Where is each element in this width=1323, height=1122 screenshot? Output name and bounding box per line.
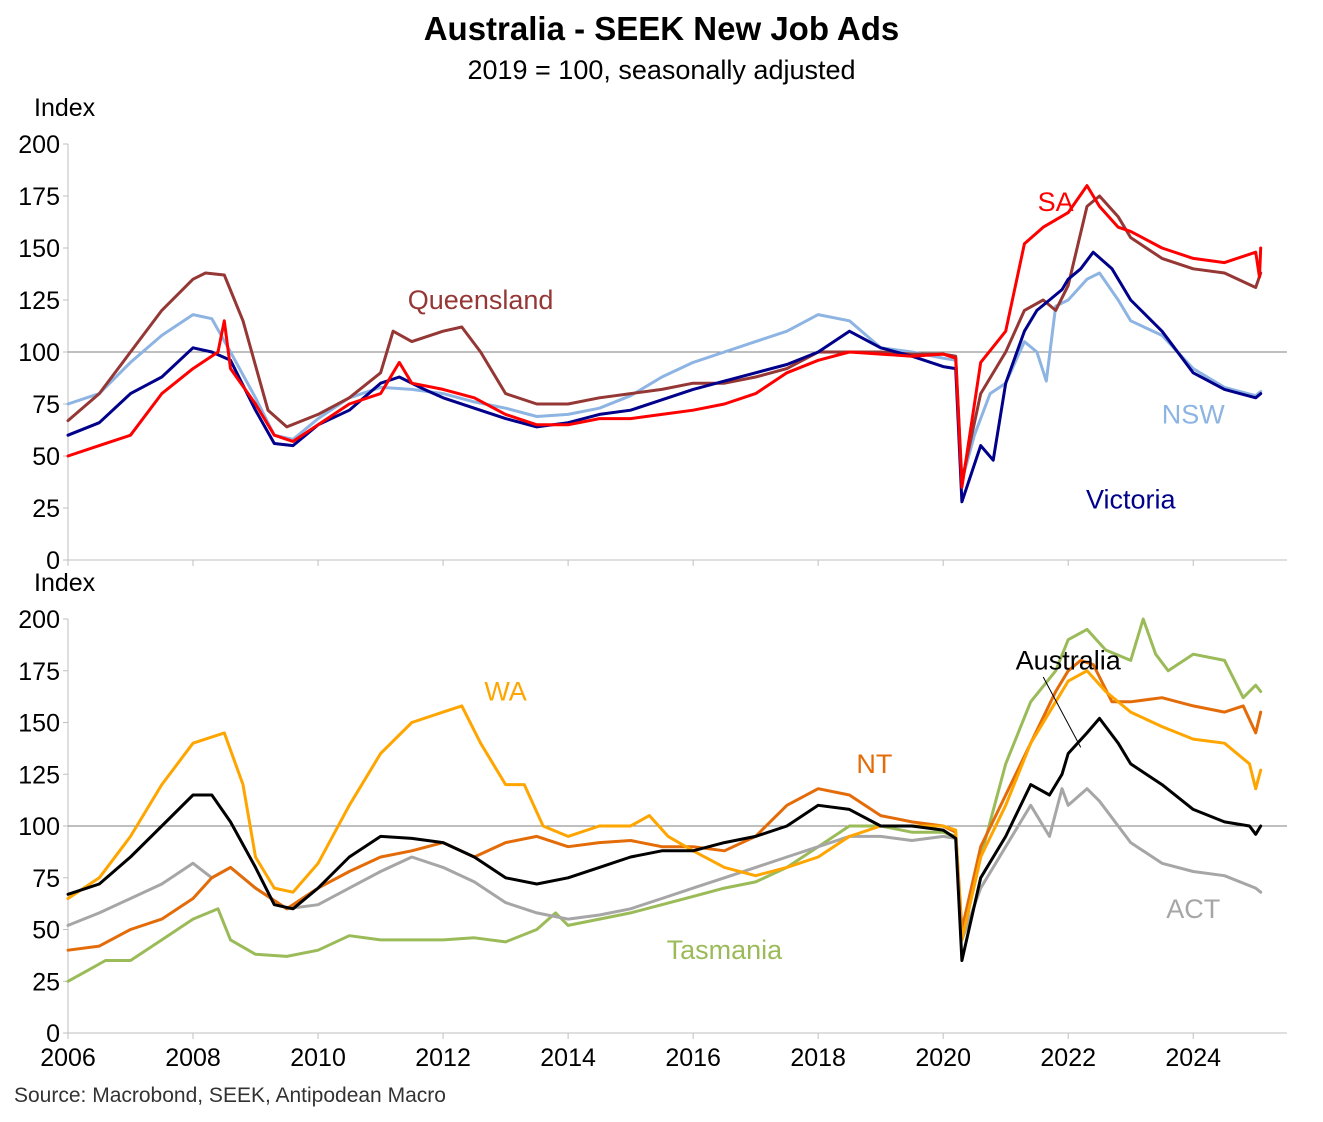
y-tick-label: 75 [32,391,60,419]
y-tick-label: 50 [32,917,60,945]
x-tick-label: 2008 [165,1044,221,1072]
x-tick-label: 2014 [540,1044,596,1072]
series-label-wa: WA [484,676,527,706]
series-label-sa: SA [1038,187,1074,217]
series-line-sa [66,184,1263,489]
y-tick-label: 175 [18,183,60,211]
series-label-nsw: NSW [1162,399,1226,429]
panel-bottom: 0 25 50 75 100 125 150 175 200 Index 2006 2008 2010 2… [18,569,1287,1072]
y-tick-label: 0 [46,547,60,575]
y-tick-label: 200 [18,606,60,634]
y-tick-label: 50 [32,443,60,471]
x-tick-label: 2006 [40,1044,96,1072]
series-label-queensland: Queensland [408,285,554,315]
panel-top: 0 25 50 75 100 125 150 175 200 Index Queensland SA N… [18,94,1287,575]
y-tick-label: 100 [18,813,60,841]
y-tick-label: 25 [32,968,60,996]
series-label-act: ACT [1166,894,1220,924]
y-tick-label: 125 [18,761,60,789]
y-tick-label: 175 [18,658,60,686]
y-tick-label: 200 [18,131,60,159]
source-note: Source: Macrobond, SEEK, Antipodean Macr… [14,1084,446,1107]
x-tick-label: 2018 [790,1044,846,1072]
series-label-australia: Australia [1016,645,1122,675]
y-axis-title-bottom: Index [34,569,96,597]
x-tick-label: 2022 [1040,1044,1096,1072]
series-label-tasmania: Tasmania [667,935,784,965]
y-tick-label: 150 [18,235,60,263]
x-tick-label: 2016 [665,1044,721,1072]
y-tick-label: 125 [18,287,60,315]
chart-title: Australia - SEEK New Job Ads [423,10,900,47]
y-tick-label: 150 [18,710,60,738]
series-label-victoria: Victoria [1086,485,1177,515]
x-tick-label: 2010 [290,1044,346,1072]
x-tick-label: 2012 [415,1044,471,1072]
series-label-nt: NT [856,749,892,779]
australia-leader-line [1042,676,1082,748]
x-tick-label: 2020 [915,1044,971,1072]
series-line-nsw [66,271,1263,483]
chart-subtitle: 2019 = 100, seasonally adjusted [467,55,856,85]
y-tick-label: 75 [32,865,60,893]
x-tick-label: 2024 [1165,1044,1221,1072]
y-tick-label: 0 [46,1020,60,1048]
y-tick-label: 25 [32,495,60,523]
y-tick-label: 100 [18,339,60,367]
series-line-tasmania [66,617,1263,983]
series-line-australia [66,716,1263,962]
series-line-wa [66,669,1263,942]
y-axis-title-top: Index [34,94,96,122]
series-line-victoria [66,250,1263,504]
series-line-queensland [66,194,1263,483]
